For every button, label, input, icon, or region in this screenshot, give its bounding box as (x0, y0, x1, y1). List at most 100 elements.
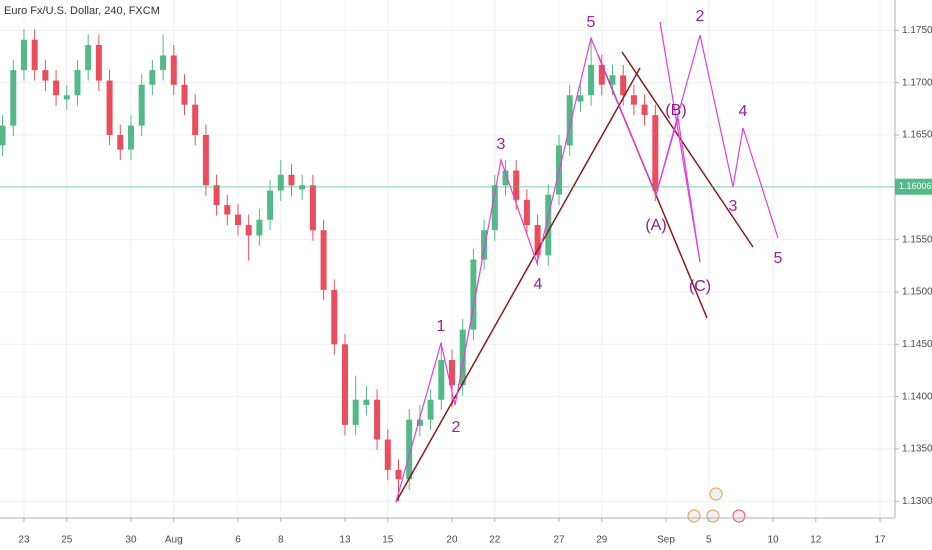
y-tick-label: 1.13000 (902, 496, 932, 507)
candle-body (534, 224, 541, 256)
x-tick-label: 22 (489, 535, 501, 546)
candle-body (566, 95, 573, 146)
event-icon (706, 509, 720, 523)
candle-body (363, 399, 370, 405)
candle-body (277, 174, 284, 191)
x-tick-label: 20 (446, 535, 458, 546)
candle-body (609, 75, 616, 85)
candle-body (213, 185, 220, 206)
y-tick-label: 1.15000 (902, 287, 932, 298)
x-tick-label: Aug (165, 535, 183, 546)
x-tick-label: 29 (596, 535, 608, 546)
candle-body (42, 70, 49, 81)
candle-body (160, 55, 167, 71)
y-tick-label: 1.13500 (902, 444, 932, 455)
chart-title: Euro Fx/U.S. Dollar, 240, FXCM (4, 5, 160, 17)
candle-body (598, 64, 605, 85)
candle-body (127, 125, 134, 150)
candle-body (320, 230, 327, 290)
candle-body (234, 214, 241, 225)
x-tick-label: 30 (125, 535, 137, 546)
wave-label: 2 (452, 419, 461, 436)
candle-body (20, 39, 27, 71)
candle-body (256, 219, 263, 236)
wave-label: 3 (497, 136, 506, 153)
wave-label: 3 (729, 198, 738, 215)
candle-body (620, 75, 627, 96)
wave-label: 2 (696, 8, 705, 25)
wave-label: 4 (739, 103, 748, 120)
x-tick-label: 23 (18, 535, 30, 546)
candle-body (588, 64, 595, 96)
x-tick-label: 6 (235, 535, 241, 546)
candle-body (470, 259, 477, 330)
x-tick-label: Sep (657, 535, 675, 546)
candle-body (288, 174, 295, 186)
candle-body (523, 199, 530, 225)
candle-body (95, 44, 102, 81)
candle-body (491, 185, 498, 231)
candle-body (630, 95, 637, 105)
x-tick-label: 13 (339, 535, 351, 546)
candle-body (652, 115, 659, 191)
x-tick-label: 10 (767, 535, 779, 546)
wave-label: (A) (645, 217, 666, 234)
last-price-label: 1.16006 (899, 181, 932, 191)
candle-body (331, 289, 338, 345)
candle-body (384, 439, 391, 470)
candle-body (117, 134, 124, 150)
candle-body (416, 419, 423, 426)
candle-body (224, 205, 231, 215)
candle-body (641, 104, 648, 116)
candle-body (438, 359, 445, 400)
wave-label: 1 (437, 318, 446, 335)
y-tick-label: 1.14500 (902, 339, 932, 350)
y-tick-label: 1.16500 (902, 130, 932, 141)
y-tick-label: 1.17500 (902, 25, 932, 36)
wave-label: 5 (587, 14, 596, 31)
candle-body (545, 194, 552, 256)
candle-body (448, 359, 455, 386)
candle-body (374, 399, 381, 440)
grid (0, 0, 895, 518)
trend-line (395, 67, 641, 503)
x-tick-label: 5 (706, 535, 712, 546)
event-icon (732, 509, 746, 523)
candle-body (74, 70, 81, 96)
candle-body (577, 95, 584, 102)
candle-body (459, 329, 466, 386)
candle-body (299, 185, 306, 190)
x-tick-label: 12 (810, 535, 822, 546)
candle-body (0, 125, 6, 146)
x-tick-label: 25 (61, 535, 73, 546)
candle-body (53, 80, 60, 96)
wave-label: 4 (534, 276, 543, 293)
candle-body (181, 84, 188, 105)
event-icon (687, 509, 701, 523)
candle-body (202, 134, 209, 186)
candle-body (267, 190, 274, 220)
wave-label: (B) (665, 102, 686, 119)
x-tick-label: 27 (553, 535, 565, 546)
wave-projection (659, 21, 701, 263)
candle-body (63, 95, 70, 100)
x-tick-label: 15 (382, 535, 394, 546)
event-icons (687, 487, 746, 523)
candle-body (10, 70, 17, 126)
candle-body (245, 224, 252, 236)
x-tick-label: 17 (874, 535, 886, 546)
y-tick-label: 1.15500 (902, 234, 932, 245)
wave-label: 5 (774, 250, 783, 267)
candle-body (85, 44, 92, 71)
y-tick-label: 1.17000 (902, 77, 932, 88)
candle-body (513, 170, 520, 200)
candle-body (192, 104, 199, 135)
candle-body (309, 185, 316, 231)
candle-body (341, 344, 348, 425)
candle-body (138, 84, 145, 126)
candle-body (106, 80, 113, 135)
wave-labels: 1 2 3 4 5 (A) (B) (C) 2 3 4 5 (437, 8, 783, 436)
candle-body (170, 55, 177, 85)
